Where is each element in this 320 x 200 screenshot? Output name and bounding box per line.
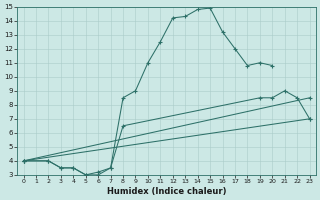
- X-axis label: Humidex (Indice chaleur): Humidex (Indice chaleur): [107, 187, 226, 196]
